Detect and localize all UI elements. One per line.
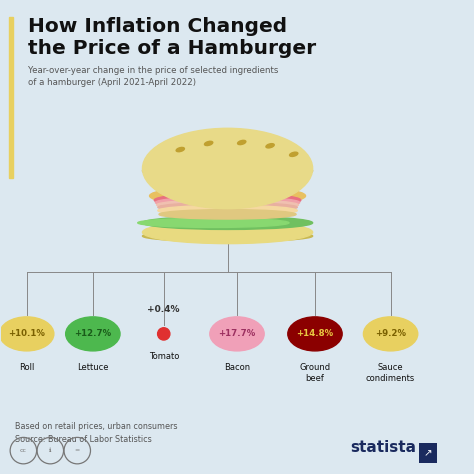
Ellipse shape (176, 147, 184, 152)
Text: Bacon: Bacon (224, 363, 250, 372)
Ellipse shape (143, 216, 313, 229)
Ellipse shape (0, 317, 54, 351)
Text: cc: cc (20, 448, 27, 453)
Text: +9.2%: +9.2% (375, 329, 406, 338)
Text: +10.1%: +10.1% (8, 329, 45, 338)
Ellipse shape (155, 193, 301, 207)
Text: Tomato: Tomato (148, 352, 179, 361)
Text: +17.7%: +17.7% (219, 329, 255, 338)
Ellipse shape (143, 221, 313, 244)
Ellipse shape (150, 186, 306, 206)
Text: +0.4%: +0.4% (147, 305, 180, 314)
Ellipse shape (158, 202, 297, 212)
Ellipse shape (143, 128, 313, 209)
Ellipse shape (156, 200, 299, 210)
Text: +14.8%: +14.8% (296, 329, 334, 338)
Text: =: = (74, 448, 80, 453)
Ellipse shape (158, 205, 297, 216)
Text: Year-over-year change in the price of selected ingredients
of a hamburger (April: Year-over-year change in the price of se… (28, 66, 279, 87)
Text: +12.7%: +12.7% (74, 329, 111, 338)
Text: How Inflation Changed: How Inflation Changed (28, 17, 287, 36)
Ellipse shape (364, 317, 418, 351)
Ellipse shape (143, 161, 313, 181)
Bar (9, 17, 13, 178)
Ellipse shape (210, 317, 264, 351)
Text: Source: Bureau of Labor Statistics: Source: Bureau of Labor Statistics (15, 436, 152, 445)
Ellipse shape (204, 141, 213, 146)
Text: Based on retail prices, urban consumers: Based on retail prices, urban consumers (15, 422, 177, 431)
Ellipse shape (237, 140, 246, 145)
Ellipse shape (143, 230, 313, 242)
Ellipse shape (66, 317, 120, 351)
Text: Ground
beef: Ground beef (300, 363, 330, 383)
Text: ℹ: ℹ (49, 448, 52, 453)
Text: the Price of a Hamburger: the Price of a Hamburger (28, 39, 316, 58)
Circle shape (157, 328, 170, 340)
Ellipse shape (155, 197, 300, 209)
Text: statista: statista (351, 440, 417, 456)
Text: ↗: ↗ (424, 448, 432, 458)
Ellipse shape (288, 317, 342, 351)
Text: Sauce
condiments: Sauce condiments (366, 363, 415, 383)
Ellipse shape (290, 152, 298, 156)
Ellipse shape (159, 210, 296, 219)
Text: Lettuce: Lettuce (77, 363, 109, 372)
Text: Roll: Roll (19, 363, 35, 372)
Ellipse shape (138, 218, 289, 228)
FancyBboxPatch shape (419, 443, 437, 463)
Ellipse shape (266, 144, 274, 148)
